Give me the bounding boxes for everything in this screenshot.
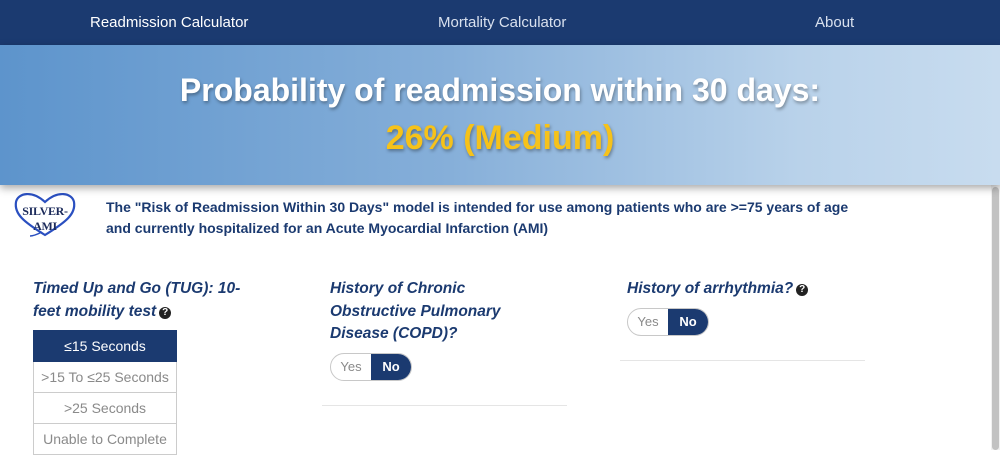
help-icon[interactable]: ?: [159, 306, 172, 319]
tug-option-gt25[interactable]: >25 Seconds: [33, 393, 177, 424]
result-banner: Probability of readmission within 30 day…: [0, 45, 1000, 185]
arrhythmia-toggle: Yes No: [627, 308, 709, 336]
tug-question-label: Timed Up and Go (TUG): 10-feet mobility …: [33, 278, 248, 323]
copd-yes-button[interactable]: Yes: [340, 359, 362, 374]
logo-text: SILVER-AMI: [22, 204, 68, 233]
copd-divider: [322, 405, 567, 406]
result-value: 26% (Medium): [385, 119, 615, 157]
copd-question-label: History of Chronic Obstructive Pulmonary…: [330, 280, 501, 342]
tug-question-text: Timed Up and Go (TUG): 10-feet mobility …: [33, 280, 241, 320]
silver-ami-logo: SILVER-AMI: [12, 190, 78, 238]
nav-mortality-calculator[interactable]: Mortality Calculator: [438, 14, 567, 31]
help-icon[interactable]: ?: [796, 284, 809, 296]
arrhythmia-question-label: History of arrhythmia??: [627, 278, 867, 301]
tug-option-unable[interactable]: Unable to Complete: [33, 424, 177, 455]
tug-option-15-25[interactable]: >15 To ≤25 Seconds: [33, 362, 177, 393]
arrhythmia-yes-button[interactable]: Yes: [637, 314, 659, 329]
copd-toggle: Yes No: [330, 353, 412, 381]
nav-about[interactable]: About: [815, 14, 855, 31]
arrhythmia-question-text: History of arrhythmia?: [627, 280, 794, 297]
tug-options: ≤15 Seconds >15 To ≤25 Seconds >25 Secon…: [33, 330, 177, 455]
arrhythmia-no-button[interactable]: No: [668, 309, 708, 335]
heart-outline-icon: [14, 193, 76, 237]
model-description: The "Risk of Readmission Within 30 Days"…: [106, 199, 849, 236]
page-scrollbar[interactable]: [991, 185, 1000, 450]
arrhythmia-divider: [620, 360, 865, 361]
nav-readmission-calculator[interactable]: Readmission Calculator: [90, 14, 249, 31]
top-navbar: Readmission Calculator Mortality Calcula…: [0, 0, 1000, 45]
scrollbar-thumb[interactable]: [992, 187, 999, 450]
copd-no-button[interactable]: No: [371, 354, 411, 380]
tug-option-le15[interactable]: ≤15 Seconds: [33, 330, 177, 362]
result-title: Probability of readmission within 30 day…: [179, 72, 821, 108]
